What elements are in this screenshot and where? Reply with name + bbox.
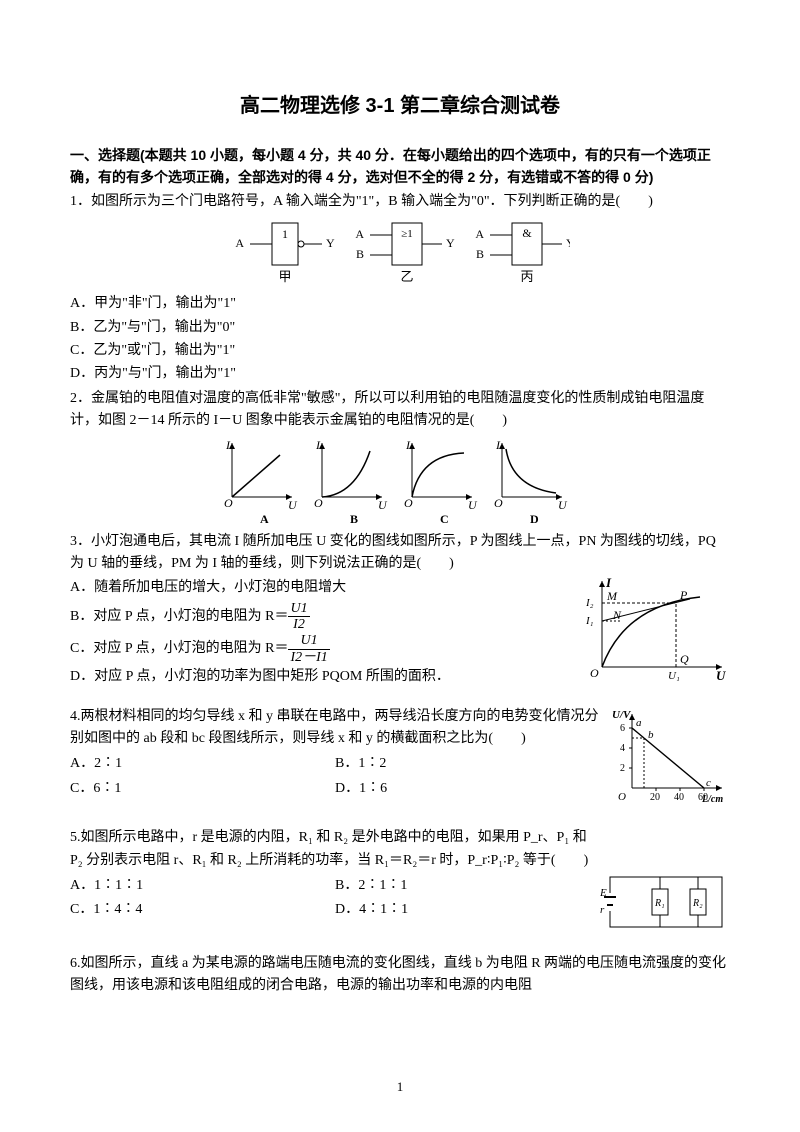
q4-optC: C．6∶1 xyxy=(70,778,335,800)
q5-stem: 5.如图所示电路中，r 是电源的内阻，R₁ 和 R₂ 是外电路中的电阻，如果用 … xyxy=(70,827,730,872)
section-1-head: 一、选择题(本题共 10 小题，每小题 4 分，共 40 分．在每小题给出的四个… xyxy=(70,144,730,189)
svg-text:I: I xyxy=(315,438,321,452)
q4-optB: B．1∶2 xyxy=(335,753,600,775)
svg-text:B: B xyxy=(356,247,364,261)
svg-text:I: I xyxy=(495,438,501,452)
q1-figure: 1 A Y 甲 ≥1 A B Y 乙 & A B Y 丙 xyxy=(70,217,730,289)
q5-optC: C．1∶4∶4 xyxy=(70,899,335,921)
svg-text:40: 40 xyxy=(674,792,684,803)
svg-text:U: U xyxy=(378,498,388,512)
svg-text:6: 6 xyxy=(620,723,625,734)
svg-text:I₂: I₂ xyxy=(585,597,594,609)
svg-text:U: U xyxy=(716,668,726,683)
svg-text:M: M xyxy=(606,589,618,603)
q4-optD: D．1∶6 xyxy=(335,778,600,800)
svg-text:U₁: U₁ xyxy=(668,670,680,682)
svg-text:B: B xyxy=(476,247,484,261)
svg-text:U: U xyxy=(468,498,478,512)
svg-text:U: U xyxy=(288,498,298,512)
q5-optA: A．1∶1∶1 xyxy=(70,875,335,897)
svg-text:E: E xyxy=(600,887,607,899)
svg-text:A: A xyxy=(355,227,364,241)
q1-optB: B．乙为"与"门，输出为"0" xyxy=(70,317,730,339)
svg-text:丙: 丙 xyxy=(520,269,533,284)
q2-figure: I U O A I U O B I U O C I U O D xyxy=(70,437,730,527)
page-number: 1 xyxy=(0,1077,800,1098)
q1-stem: 1．如图所示为三个门电路符号，A 输入端全为"1"，B 输入端全为"0"．下列判… xyxy=(70,191,730,213)
svg-text:B: B xyxy=(350,512,358,526)
svg-text:O: O xyxy=(618,791,626,803)
page-title: 高二物理选修 3-1 第二章综合测试卷 xyxy=(70,90,730,122)
svg-text:D: D xyxy=(530,512,539,526)
svg-text:甲: 甲 xyxy=(278,269,291,284)
svg-text:P: P xyxy=(679,588,688,602)
q3-figure: O I U P M N Q I₂ I₁ U₁ xyxy=(580,575,730,693)
svg-text:I: I xyxy=(225,438,231,452)
svg-text:R₂: R₂ xyxy=(692,898,703,909)
svg-text:A: A xyxy=(235,236,244,250)
svg-text:乙: 乙 xyxy=(400,269,413,284)
svg-text:R₁: R₁ xyxy=(654,898,665,909)
svg-text:O: O xyxy=(314,496,323,510)
svg-text:A: A xyxy=(475,227,484,241)
svg-text:U: U xyxy=(558,498,568,512)
q2-stem: 2．金属铂的电阻值对温度的高低非常"敏感"，所以可以利用铂的电阻随温度变化的性质… xyxy=(70,388,730,433)
svg-text:4: 4 xyxy=(620,743,625,754)
q1-optA: A．甲为"非"门，输出为"1" xyxy=(70,293,730,315)
svg-text:Q: Q xyxy=(680,652,689,666)
q5-block: 5.如图所示电路中，r 是电源的内阻，R₁ 和 R₂ 是外电路中的电阻，如果用 … xyxy=(70,827,730,923)
q3-stem: 3．小灯泡通电后，其电流 I 随所加电压 U 变化的图线如图所示，P 为图线上一… xyxy=(70,531,730,576)
q3-block: 3．小灯泡通电后，其电流 I 随所加电压 U 变化的图线如图所示，P 为图线上一… xyxy=(70,531,730,689)
svg-text:20: 20 xyxy=(650,792,660,803)
q4-optA: A．2∶1 xyxy=(70,753,335,775)
svg-text:I: I xyxy=(605,575,612,590)
svg-text:b: b xyxy=(648,729,654,741)
svg-text:I₁: I₁ xyxy=(585,615,594,627)
svg-text:O: O xyxy=(224,496,233,510)
q5-figure: E r R₁ R₂ xyxy=(600,869,730,947)
svg-text:Y: Y xyxy=(446,236,455,250)
svg-text:O: O xyxy=(404,496,413,510)
q4-figure: O U/V L/cm 2 4 6 20 40 60 a b c xyxy=(610,706,730,814)
svg-text:C: C xyxy=(440,512,449,526)
svg-text:60: 60 xyxy=(698,792,708,803)
svg-text:A: A xyxy=(260,512,269,526)
svg-text:I: I xyxy=(405,438,411,452)
svg-text:&: & xyxy=(522,226,532,240)
q1-optC: C．乙为"或"门，输出为"1" xyxy=(70,340,730,362)
svg-text:O: O xyxy=(494,496,503,510)
svg-text:r: r xyxy=(600,904,605,916)
svg-text:1: 1 xyxy=(282,227,288,241)
svg-text:O: O xyxy=(590,666,599,680)
svg-text:U/V: U/V xyxy=(612,709,632,721)
q5-optB: B．2∶1∶1 xyxy=(335,875,600,897)
svg-text:2: 2 xyxy=(620,763,625,774)
svg-text:c: c xyxy=(706,777,711,789)
q1-optD: D．丙为"与"门，输出为"1" xyxy=(70,363,730,385)
q4-block: 4.两根材料相同的均匀导线 x 和 y 串联在电路中，两导线沿长度方向的电势变化… xyxy=(70,706,730,802)
q5-optD: D．4∶1∶1 xyxy=(335,899,600,921)
q6-stem: 6.如图所示，直线 a 为某电源的路端电压随电流的变化图线，直线 b 为电阻 R… xyxy=(70,953,730,998)
svg-text:a: a xyxy=(636,717,642,729)
svg-text:Y: Y xyxy=(326,236,335,250)
svg-text:≥1: ≥1 xyxy=(401,228,413,240)
svg-text:Y: Y xyxy=(566,236,570,250)
svg-text:N: N xyxy=(612,608,622,622)
